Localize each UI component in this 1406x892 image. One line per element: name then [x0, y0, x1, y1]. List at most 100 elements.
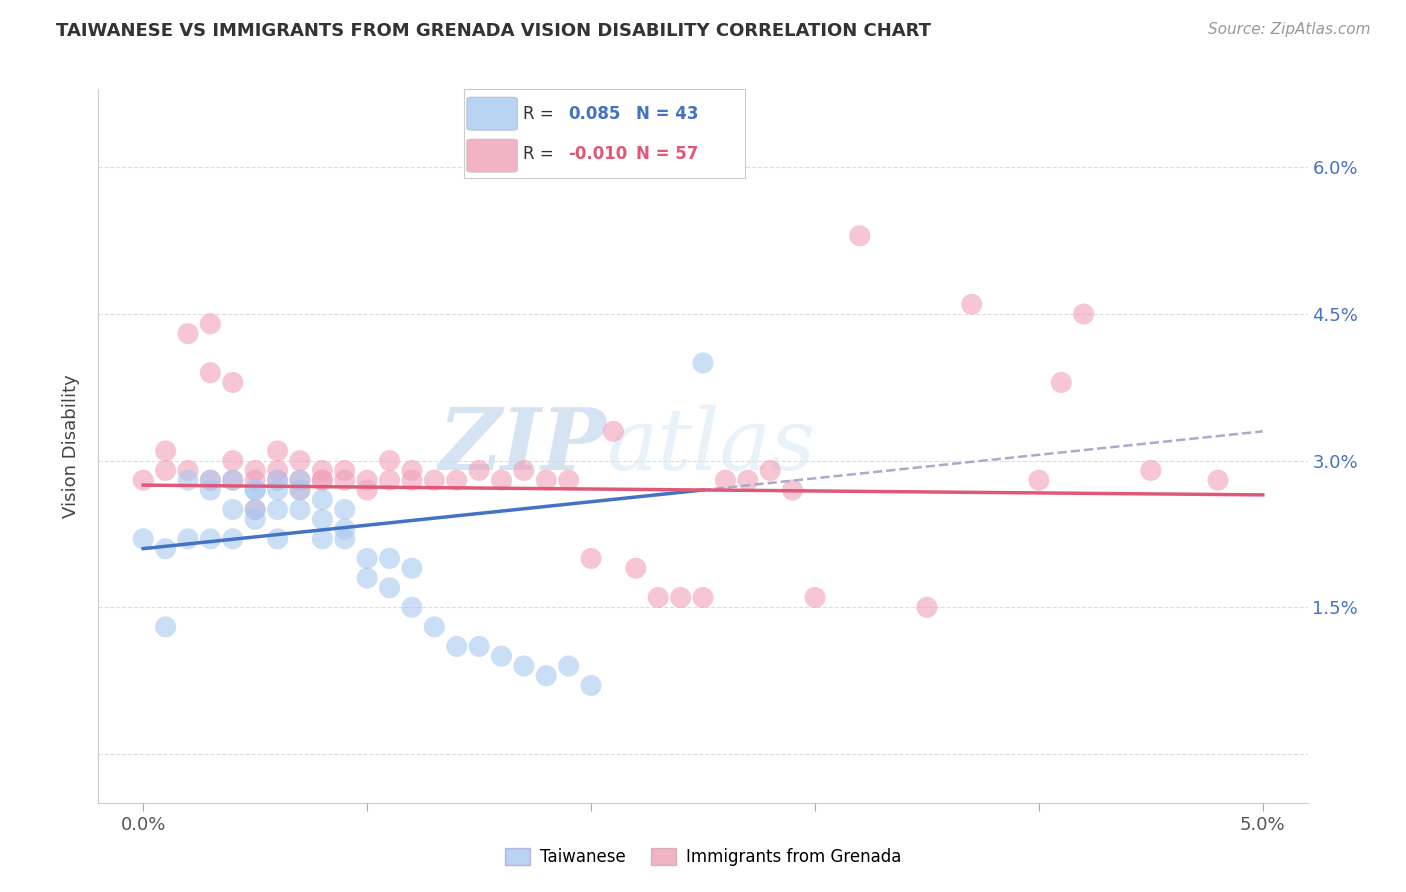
Point — [692, 591, 714, 605]
Point — [266, 443, 288, 458]
Point — [579, 551, 602, 566]
Point — [737, 473, 759, 487]
Point — [401, 561, 423, 575]
Point — [266, 473, 288, 487]
Point — [155, 620, 177, 634]
Point — [222, 453, 245, 467]
Point — [177, 326, 200, 341]
Point — [915, 600, 938, 615]
Point — [513, 463, 536, 477]
Point — [243, 473, 266, 487]
Text: N = 43: N = 43 — [636, 104, 697, 123]
Point — [288, 483, 311, 497]
Point — [243, 483, 266, 497]
Point — [378, 551, 401, 566]
Point — [848, 228, 870, 243]
Point — [378, 453, 401, 467]
Point — [423, 473, 446, 487]
Point — [311, 492, 333, 507]
Text: 0.085: 0.085 — [568, 104, 620, 123]
Point — [222, 376, 245, 390]
Point — [960, 297, 983, 311]
Point — [200, 473, 222, 487]
Point — [243, 502, 266, 516]
Point — [243, 483, 266, 497]
Point — [333, 532, 356, 546]
Point — [243, 463, 266, 477]
Point — [1050, 376, 1073, 390]
Text: Source: ZipAtlas.com: Source: ZipAtlas.com — [1208, 22, 1371, 37]
Point — [1140, 463, 1163, 477]
Point — [468, 640, 491, 654]
Point — [669, 591, 692, 605]
Text: R =: R = — [523, 145, 554, 163]
Point — [536, 473, 558, 487]
Text: atlas: atlas — [606, 405, 815, 487]
Point — [288, 473, 311, 487]
Point — [222, 502, 245, 516]
Point — [333, 502, 356, 516]
Point — [759, 463, 782, 477]
Point — [333, 463, 356, 477]
Text: -0.010: -0.010 — [568, 145, 627, 163]
Point — [222, 473, 245, 487]
Point — [288, 453, 311, 467]
Point — [356, 571, 378, 585]
Point — [557, 473, 579, 487]
Text: R =: R = — [523, 104, 554, 123]
Point — [624, 561, 647, 575]
Point — [356, 473, 378, 487]
Text: N = 57: N = 57 — [636, 145, 697, 163]
Point — [222, 532, 245, 546]
Point — [200, 532, 222, 546]
Point — [557, 659, 579, 673]
FancyBboxPatch shape — [467, 97, 517, 130]
Point — [579, 678, 602, 692]
Point — [266, 532, 288, 546]
Point — [1028, 473, 1050, 487]
Point — [468, 463, 491, 477]
Point — [288, 473, 311, 487]
Point — [311, 473, 333, 487]
Point — [266, 473, 288, 487]
Point — [804, 591, 827, 605]
Point — [491, 649, 513, 664]
Point — [401, 600, 423, 615]
Point — [446, 640, 468, 654]
Point — [222, 473, 245, 487]
Point — [155, 443, 177, 458]
Point — [333, 473, 356, 487]
Y-axis label: Vision Disability: Vision Disability — [62, 374, 80, 518]
Point — [356, 483, 378, 497]
Point — [243, 502, 266, 516]
Point — [692, 356, 714, 370]
FancyBboxPatch shape — [467, 139, 517, 172]
Point — [378, 473, 401, 487]
Point — [288, 483, 311, 497]
Point — [177, 463, 200, 477]
Legend: Taiwanese, Immigrants from Grenada: Taiwanese, Immigrants from Grenada — [498, 841, 908, 873]
Point — [266, 463, 288, 477]
Point — [155, 463, 177, 477]
Point — [513, 659, 536, 673]
Point — [446, 473, 468, 487]
Point — [536, 669, 558, 683]
Point — [1073, 307, 1095, 321]
Point — [132, 473, 155, 487]
Point — [1206, 473, 1229, 487]
Point — [200, 483, 222, 497]
Point — [602, 425, 624, 439]
Point — [177, 532, 200, 546]
Point — [200, 366, 222, 380]
Point — [423, 620, 446, 634]
Point — [401, 473, 423, 487]
Point — [714, 473, 737, 487]
Text: TAIWANESE VS IMMIGRANTS FROM GRENADA VISION DISABILITY CORRELATION CHART: TAIWANESE VS IMMIGRANTS FROM GRENADA VIS… — [56, 22, 931, 40]
Point — [311, 463, 333, 477]
Point — [311, 473, 333, 487]
Text: ZIP: ZIP — [439, 404, 606, 488]
Point — [132, 532, 155, 546]
Point — [266, 483, 288, 497]
Point — [311, 512, 333, 526]
Point — [491, 473, 513, 487]
